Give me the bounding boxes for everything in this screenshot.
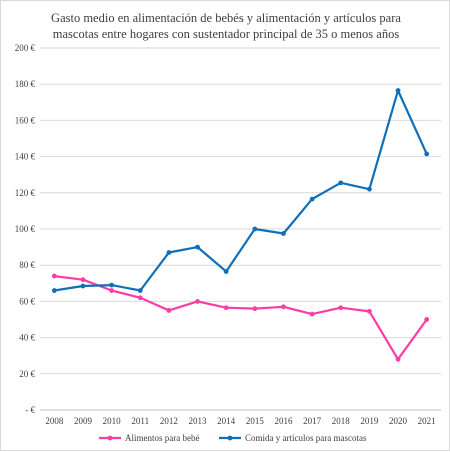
data-point-series-2 <box>366 186 372 192</box>
x-tick-label: 2013 <box>189 416 208 426</box>
y-tick-label: 120 € <box>15 188 36 198</box>
x-tick-label: 2008 <box>45 416 64 426</box>
data-point-series-1 <box>223 305 229 311</box>
data-point-series-1 <box>424 317 430 322</box>
x-tick-label: 2011 <box>131 416 149 426</box>
data-point-series-2 <box>252 226 258 232</box>
y-tick-label: - € <box>25 405 35 415</box>
x-tick-label: 2012 <box>160 416 178 426</box>
data-point-series-1 <box>395 356 401 362</box>
x-tick-label: 2014 <box>217 416 236 426</box>
data-point-series-1 <box>338 305 344 311</box>
data-point-series-1 <box>51 273 57 279</box>
data-point-series-1 <box>137 295 143 301</box>
data-point-series-2 <box>80 283 86 289</box>
data-point-series-1 <box>252 306 258 312</box>
data-point-series-1 <box>80 277 86 283</box>
x-tick-label: 2015 <box>246 416 265 426</box>
y-tick-label: 60 € <box>19 296 35 306</box>
y-tick-label: 100 € <box>15 224 36 234</box>
data-point-series-1 <box>109 288 115 293</box>
y-tick-label: 80 € <box>19 260 35 270</box>
data-point-series-2 <box>137 288 143 293</box>
data-point-series-1 <box>195 299 200 304</box>
y-tick-label: 160 € <box>15 115 36 125</box>
data-point-series-2 <box>309 196 315 202</box>
series-line-1 <box>53 275 428 361</box>
legend-swatch-marker <box>107 435 113 441</box>
y-tick-label: 140 € <box>15 152 36 162</box>
chart-title-line-1: Gasto medio en alimentación de bebés y a… <box>51 11 401 25</box>
series-line-2 <box>53 89 428 292</box>
y-tick-label: 20 € <box>19 369 35 379</box>
data-point-series-2 <box>51 288 57 293</box>
data-point-series-2 <box>338 180 344 186</box>
x-tick-label: 2017 <box>303 416 322 426</box>
data-point-series-2 <box>281 231 286 236</box>
y-tick-label: 200 € <box>15 43 36 53</box>
data-point-series-2 <box>424 151 430 157</box>
data-point-series-1 <box>281 304 286 310</box>
y-tick-label: 40 € <box>19 333 35 343</box>
chart-title: Gasto medio en alimentación de bebés y a… <box>1 10 450 42</box>
x-tick-label: 2009 <box>74 416 93 426</box>
x-tick-label: 2020 <box>389 416 408 426</box>
chart-title-line-2: mascotas entre hogares con sustentador p… <box>52 27 400 41</box>
data-point-series-1 <box>366 308 372 314</box>
x-tick-label: 2018 <box>332 416 351 426</box>
data-point-series-1 <box>166 308 172 313</box>
data-point-series-2 <box>395 88 401 93</box>
legend-swatch-marker <box>227 435 233 441</box>
x-tick-label: 2019 <box>360 416 379 426</box>
x-tick-label: 2010 <box>103 416 122 426</box>
legend-label: Alimentos para bebé <box>125 433 199 443</box>
legend-label: Comida y artículos para mascotas <box>245 433 367 443</box>
data-point-series-1 <box>309 311 315 317</box>
y-tick-label: 180 € <box>15 79 36 89</box>
data-point-series-2 <box>195 244 200 250</box>
data-point-series-2 <box>223 269 229 274</box>
data-point-series-2 <box>166 250 172 255</box>
x-tick-label: 2021 <box>418 416 436 426</box>
data-point-series-2 <box>109 282 115 288</box>
x-tick-label: 2016 <box>274 416 293 426</box>
